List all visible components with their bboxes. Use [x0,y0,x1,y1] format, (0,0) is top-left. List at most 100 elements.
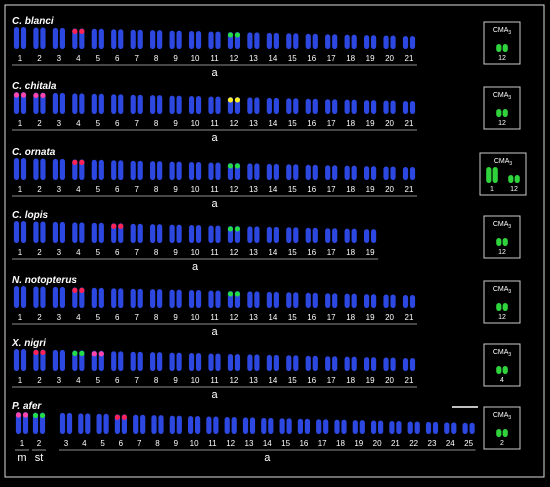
chromosome-pair [150,30,163,49]
chromosome [297,418,303,434]
chromosome [247,163,253,180]
signal [227,97,234,103]
chromosome [390,294,396,308]
chromosome-pair [33,286,46,308]
cma-chromosome [496,238,502,246]
chromosome [325,165,331,180]
cma-chromosome [502,109,508,117]
chromosome-pair [383,166,396,180]
chromosome-number: 9 [173,185,178,194]
group-label: st [35,452,44,464]
chromosome [266,354,272,371]
chromosome [383,294,389,308]
group-label: a [211,198,218,210]
chromosome-number: 6 [119,439,124,448]
chromosome [195,31,202,49]
chromosome [451,422,457,434]
chromosome-number: 12 [229,119,238,128]
chromosome-pair [169,95,182,114]
chromosome-number: 12 [229,248,238,257]
chromosome-number: 14 [268,119,277,128]
chromosome-pair [305,355,318,371]
chromosome [371,357,377,371]
chromosome-number: 4 [76,119,81,128]
chromosome-number: 13 [249,376,258,385]
chromosome-pair [208,225,221,243]
signal [79,159,85,165]
chromosome [293,164,299,180]
chromosome-number: 2 [37,313,42,322]
signal [33,92,39,99]
chromosome [312,98,318,114]
chromosome [98,28,104,49]
chromosome [224,416,230,434]
chromosome [266,291,272,308]
cma-label: CMA3 [494,158,513,167]
chromosome [40,158,46,180]
chromosome [32,412,39,434]
chromosome-number: 6 [115,185,120,194]
cma-text: CMA [493,221,509,228]
chromosome [402,358,409,371]
chromosome-number: 20 [385,54,394,63]
signal [20,92,27,98]
chromosome [469,422,475,434]
chromosome [247,32,253,49]
chromosome [364,100,370,114]
chromosome-pair [52,286,65,308]
chromosome [325,34,331,49]
chromosome-pair [266,226,279,243]
chromosome [20,158,27,180]
chromosome-pair [297,418,310,434]
chromosome [390,357,396,371]
chromosome [52,286,58,308]
chromosome [402,167,409,180]
chromosome-pair [13,92,27,114]
species-name: C. chitala [12,81,57,92]
chromosome-number: 16 [307,54,316,63]
chromosome-pair [344,228,357,243]
chromosome-number: 1 [18,313,23,322]
chromosome-number: 5 [96,248,101,257]
chromosome-pair [130,29,143,49]
chromosome-number: 19 [366,54,375,63]
chromosome [286,292,292,308]
chromosome-number: 12 [229,54,238,63]
species-name: C. ornata [12,147,56,158]
chromosome-pair [72,222,85,243]
species-name: X. nigri [11,338,46,349]
chromosome [130,29,136,49]
chromosome-pair [169,415,182,434]
cma-label: CMA3 [493,27,512,36]
chromosome [40,221,46,243]
chromosome-pair [383,100,396,114]
chromosome [247,97,253,114]
chromosome-number: 21 [405,376,414,385]
chromosome [351,165,357,180]
chromosome-number: 20 [373,439,382,448]
chromosome [13,27,20,49]
chromosome [293,355,299,371]
chromosome-number: 19 [366,248,375,257]
chromosome-pair [188,162,202,180]
chromosome [157,95,163,114]
chromosome [98,222,104,243]
chromosome-number: 6 [115,54,120,63]
chromosome [91,28,97,49]
chromosome [59,221,65,243]
chromosome-pair [130,288,143,308]
chromosome-number: 19 [366,185,375,194]
chromosome [118,288,124,308]
chromosome [383,35,389,49]
chromosome [85,413,91,434]
chromosome-number: 8 [154,248,159,257]
chromosome [316,419,322,434]
chromosome-number: 1 [18,248,23,257]
chromosome [213,416,219,434]
chromosome-number: 8 [154,185,159,194]
cma-subscript: 3 [508,95,511,101]
chromosome [273,354,279,371]
chromosome-number: 17 [327,185,336,194]
chromosome-pair [266,354,279,371]
chromosome-number: 4 [76,313,81,322]
